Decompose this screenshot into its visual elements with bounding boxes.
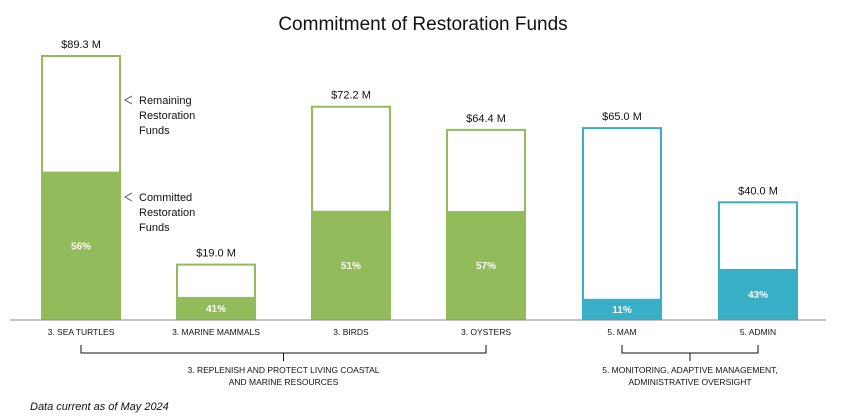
total-bar-outline	[718, 201, 798, 320]
committed-bar	[582, 298, 662, 320]
committed-bar	[41, 171, 121, 320]
total-value-label: $40.0 M	[738, 185, 778, 197]
group-label: ADMINISTRATIVE OVERSIGHT	[628, 377, 751, 387]
category-labels: 3. SEA TURTLES 3. MARINE MAMMALS 3. BIRDS 3…	[48, 327, 777, 337]
annotation-label: Restoration	[139, 207, 195, 219]
total-value-label: $65.0 M	[602, 111, 642, 123]
category-label: 5. ADMIN	[740, 327, 776, 337]
committed-bar	[176, 296, 256, 320]
committed-bar	[446, 211, 526, 320]
annotations: Remaining Restoration Funds Committed Restor…	[123, 95, 195, 234]
annotation-label: Restoration	[139, 110, 195, 122]
category-label: 3. OYSTERS	[461, 327, 511, 337]
committed-percent-label: 51%	[341, 261, 361, 272]
annotation-pointer-icon	[123, 192, 133, 202]
group-brackets: 3. REPLENISH AND PROTECT LIVING COASTAL A…	[80, 345, 778, 387]
total-value-label: $89.3 M	[61, 39, 101, 51]
annotation-label: Funds	[139, 222, 170, 234]
category-label: 5. MAM	[607, 327, 636, 337]
group-label: AND MARINE RESOURCES	[229, 377, 339, 387]
committed-percent-label: 11%	[612, 305, 632, 316]
annotation-pointer-icon	[123, 95, 133, 105]
annotation-label: Remaining	[139, 95, 192, 107]
category-label: 3. SEA TURTLES	[48, 327, 115, 337]
committed-percent-label: 57%	[476, 261, 496, 272]
total-bar-outline	[41, 55, 121, 320]
bars-layer: $89.3 M 56% $19.0 M 41% $72.2 M 51% $64.4 M 57%…	[41, 39, 798, 321]
total-bar-outline	[311, 105, 391, 321]
chart-title: Commitment of Restoration Funds	[278, 14, 567, 35]
committed-bar	[718, 268, 798, 320]
footnote: Data current as of May 2024	[30, 401, 169, 413]
total-bar-outline	[176, 263, 256, 321]
total-value-label: $64.4 M	[466, 113, 506, 125]
annotation-label: Committed	[139, 192, 192, 204]
committed-percent-label: 41%	[206, 304, 226, 315]
total-bar-outline	[446, 128, 526, 320]
total-bar-outline	[582, 127, 662, 320]
group-bracket	[80, 345, 487, 361]
committed-percent-label: 56%	[71, 241, 91, 252]
committed-bar	[311, 210, 391, 320]
total-value-label: $19.0 M	[196, 248, 236, 260]
committed-percent-label: 43%	[748, 290, 768, 301]
annotation-label: Funds	[139, 125, 170, 137]
group-bracket	[621, 345, 759, 361]
category-label: 3. BIRDS	[333, 327, 369, 337]
group-label: 3. REPLENISH AND PROTECT LIVING COASTAL	[188, 365, 380, 375]
total-value-label: $72.2 M	[331, 90, 371, 102]
group-label: 5. MONITORING, ADAPTIVE MANAGEMENT,	[602, 365, 778, 375]
category-label: 3. MARINE MAMMALS	[172, 327, 260, 337]
